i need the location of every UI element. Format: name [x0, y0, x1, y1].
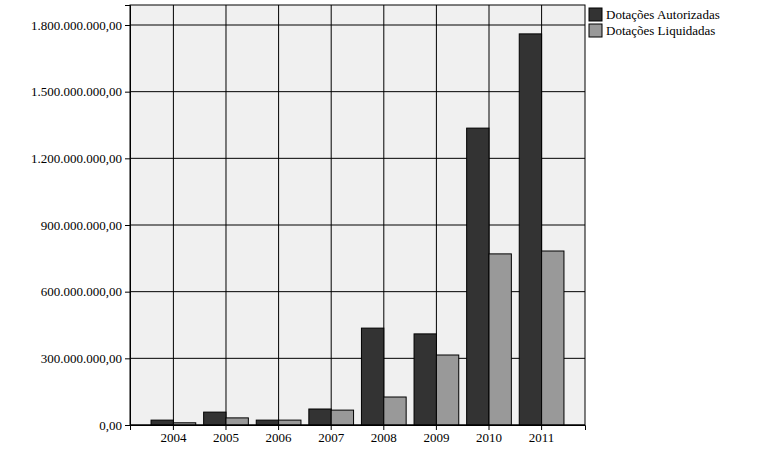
x-tick: 2009: [423, 425, 449, 445]
y-tick-mark: [125, 158, 130, 159]
y-tick: 300.000.000,00: [41, 351, 130, 366]
y-tick: 0,00: [99, 418, 130, 433]
y-tick-mark: [125, 225, 130, 226]
y-tick-mark: [125, 358, 130, 359]
grid-line-x: [331, 5, 332, 425]
x-tick: 2007: [318, 425, 345, 445]
y-tick-label: 300.000.000,00: [41, 351, 122, 366]
y-axis: 0,00 300.000.000,00 600.000.000,00 900.000.…: [31, 6, 131, 433]
grid: [130, 5, 585, 425]
x-tick-label: 2009: [423, 430, 449, 445]
legend-item: Dotações Autorizadas: [589, 7, 720, 22]
legend-swatch: [589, 24, 602, 37]
bar: [309, 409, 331, 425]
legend-item: Dotações Liquidadas: [589, 23, 715, 38]
y-tick-label: 1.500.000.000,00: [31, 84, 122, 99]
x-tick: 2008: [371, 425, 397, 445]
bar: [489, 254, 511, 425]
y-tick-mark: [125, 25, 130, 26]
bar: [204, 412, 226, 425]
y-tick: 600.000.000,00: [41, 284, 130, 299]
x-tick-label: 2008: [371, 430, 397, 445]
x-tick-label: 2006: [266, 430, 293, 445]
y-tick-label: 600.000.000,00: [41, 284, 122, 299]
y-tick: 900.000.000,00: [41, 218, 130, 233]
y-tick-label: 1.200.000.000,00: [31, 151, 122, 166]
x-tick-label: 2004: [160, 430, 187, 445]
y-tick-label: 0,00: [99, 418, 122, 433]
grid-line-y: [130, 291, 585, 292]
y-tick: 1.500.000.000,00: [31, 84, 130, 99]
grid-line-y: [130, 225, 585, 226]
bar: [414, 334, 436, 425]
grid-line-x: [173, 5, 174, 425]
bar: [519, 34, 541, 425]
y-tick-mark: [125, 92, 130, 93]
x-tick: 2010: [476, 425, 502, 445]
plot-frame: [130, 5, 585, 425]
grid-line-x: [225, 5, 226, 425]
grid-line-y: [130, 91, 585, 92]
bar: [151, 420, 173, 425]
x-tick: 2011: [529, 425, 555, 445]
bar: [256, 420, 278, 425]
y-tick-mark: [125, 425, 130, 426]
bar: [542, 251, 564, 425]
grid-line-y: [130, 358, 585, 359]
bar: [361, 328, 383, 425]
x-tick-label: 2005: [213, 430, 239, 445]
x-axis: 2004 2005 2006 2007 2008 2009 2010 2011: [131, 425, 586, 445]
y-tick-label: 900.000.000,00: [41, 218, 122, 233]
x-tick-label: 2007: [318, 430, 345, 445]
bar: [331, 410, 353, 425]
grid-line-y: [130, 25, 585, 26]
y-tick: 1.200.000.000,00: [31, 151, 130, 166]
bar: [279, 420, 301, 425]
legend-label: Dotações Autorizadas: [606, 7, 720, 22]
plot-background: [130, 5, 585, 425]
x-tick: 2004: [160, 425, 187, 445]
grid-line-x: [278, 5, 279, 425]
x-tick: 2006: [266, 425, 293, 445]
x-tick-label: 2010: [476, 430, 502, 445]
legend-swatch: [589, 8, 602, 21]
legend-label: Dotações Liquidadas: [606, 23, 715, 38]
y-tick-label: 1.800.000.000,00: [31, 18, 122, 33]
bar: [467, 128, 489, 425]
bar: [384, 397, 406, 425]
bars: [151, 34, 564, 425]
y-tick-mark: [125, 292, 130, 293]
y-axis-line: [125, 6, 131, 426]
legend: Dotações AutorizadasDotações Liquidadas: [589, 7, 720, 38]
x-tick-label: 2011: [529, 430, 555, 445]
bar: [436, 355, 458, 425]
bar: [226, 418, 248, 425]
x-tick: 2005: [213, 425, 239, 445]
chart: 0,00 300.000.000,00 600.000.000,00 900.000.…: [0, 0, 757, 461]
y-tick: 1.800.000.000,00: [31, 18, 130, 33]
grid-line-y: [130, 158, 585, 159]
x-axis-line: [131, 426, 586, 431]
